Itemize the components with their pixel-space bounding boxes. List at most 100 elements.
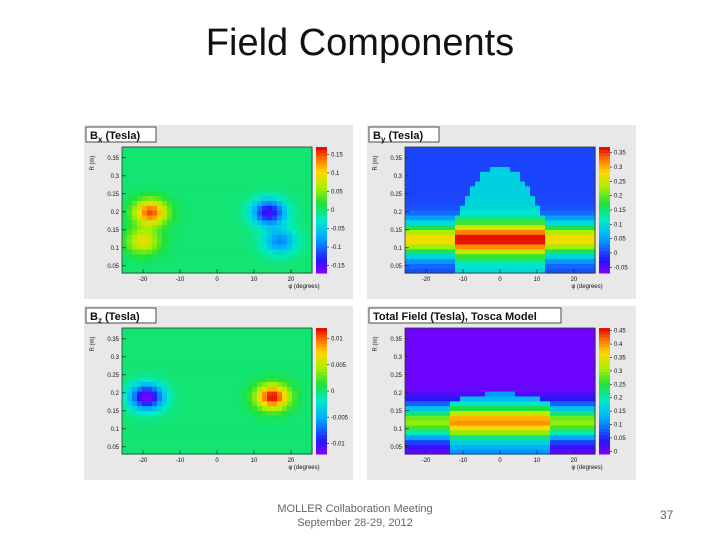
heatmap-cell <box>450 200 456 206</box>
heatmap-cell <box>282 224 288 230</box>
heatmap-cell <box>565 243 571 250</box>
heatmap-cell <box>540 400 546 407</box>
heatmap-cell <box>410 219 416 226</box>
heatmap-cell <box>257 171 263 177</box>
heatmap-cell <box>197 268 203 274</box>
heatmap-cell <box>495 171 501 177</box>
heatmap-cell <box>277 239 283 245</box>
heatmap-cell <box>122 147 128 153</box>
heatmap-cell <box>252 147 258 153</box>
heatmap-cell <box>172 386 178 392</box>
heatmap-cell <box>172 171 178 177</box>
heatmap-cell <box>197 210 203 216</box>
heatmap-cell <box>545 328 551 334</box>
heatmap-cell <box>410 263 416 269</box>
heatmap-cell <box>560 342 566 348</box>
heatmap-cell <box>297 347 303 353</box>
heatmap-cell <box>450 381 456 387</box>
heatmap-cell <box>222 337 228 344</box>
heatmap-cell <box>192 400 198 407</box>
heatmap-cell <box>525 405 531 411</box>
colorbar-segment <box>599 172 610 176</box>
heatmap-cell <box>217 161 223 167</box>
heatmap-cell <box>122 214 128 221</box>
heatmap-cell <box>415 253 421 260</box>
heatmap-cell <box>127 214 133 221</box>
colorbar-segment <box>316 247 327 252</box>
heatmap-cell <box>162 151 168 158</box>
heatmap-cell <box>500 332 506 339</box>
heatmap-cell <box>495 361 501 368</box>
heatmap-cell <box>127 405 133 411</box>
heatmap-cell <box>272 176 278 182</box>
heatmap-cell <box>307 258 313 264</box>
heatmap-cell <box>415 176 421 182</box>
heatmap-cell <box>132 386 138 392</box>
heatmap-cell <box>430 342 436 348</box>
slide-title: Field Components <box>205 22 515 64</box>
heatmap-cell <box>550 248 556 255</box>
heatmap-cell <box>545 449 551 455</box>
heatmap-cell <box>510 268 516 274</box>
heatmap-cell <box>222 434 228 441</box>
heatmap-cell <box>485 190 491 197</box>
heatmap-cell <box>257 328 263 334</box>
heatmap-cell <box>162 171 168 177</box>
heatmap-cell <box>147 248 153 255</box>
heatmap-cell <box>565 205 571 211</box>
heatmap-cell <box>415 195 421 201</box>
heatmap-cell <box>530 224 536 230</box>
y-tick-label: 0.3 <box>394 174 403 180</box>
heatmap-cell <box>217 195 223 201</box>
heatmap-cell <box>182 376 188 382</box>
heatmap-cell <box>540 391 546 397</box>
heatmap-cell <box>302 171 308 177</box>
heatmap-cell <box>242 166 248 172</box>
heatmap-cell <box>440 239 446 245</box>
heatmap-cell <box>575 376 581 382</box>
heatmap-cell <box>590 347 596 353</box>
heatmap-cell <box>147 332 153 339</box>
heatmap-cell <box>470 395 476 402</box>
heatmap-cell <box>277 415 283 421</box>
heatmap-cell <box>177 381 183 387</box>
heatmap-cell <box>460 180 466 187</box>
heatmap-cell <box>465 342 471 348</box>
heatmap-cell <box>272 347 278 353</box>
heatmap-cell <box>430 357 436 363</box>
heatmap-cell <box>555 171 561 177</box>
colorbar-segment <box>316 372 327 376</box>
heatmap-cell <box>147 210 153 216</box>
heatmap-cell <box>545 352 551 358</box>
heatmap-cell <box>500 268 506 274</box>
heatmap-cell <box>162 429 168 436</box>
heatmap-cell <box>252 337 258 344</box>
heatmap-cell <box>172 405 178 411</box>
heatmap-cell <box>292 243 298 250</box>
heatmap-cell <box>560 444 566 450</box>
heatmap-cell <box>157 151 163 158</box>
heatmap-cell <box>277 185 283 192</box>
heatmap-cell <box>182 239 188 245</box>
heatmap-cell <box>287 342 293 348</box>
heatmap-cell <box>455 234 461 240</box>
heatmap-cell <box>485 200 491 206</box>
heatmap-cell <box>470 444 476 450</box>
heatmap-cell <box>232 342 238 348</box>
heatmap-cell <box>262 328 268 334</box>
heatmap-cell <box>222 185 228 192</box>
heatmap-cell <box>405 151 411 158</box>
y-tick-label: 0.2 <box>111 210 120 216</box>
heatmap-cell <box>475 214 481 221</box>
colorbar-segment <box>316 384 327 389</box>
heatmap-cell <box>455 147 461 153</box>
heatmap-cell <box>480 224 486 230</box>
heatmap-cell <box>302 200 308 206</box>
heatmap-cell <box>192 386 198 392</box>
heatmap-cell <box>445 161 451 167</box>
heatmap-cell <box>405 415 411 421</box>
heatmap-cell <box>197 248 203 255</box>
heatmap-cell <box>450 357 456 363</box>
heatmap-cell <box>237 386 243 392</box>
heatmap-cell <box>192 258 198 264</box>
